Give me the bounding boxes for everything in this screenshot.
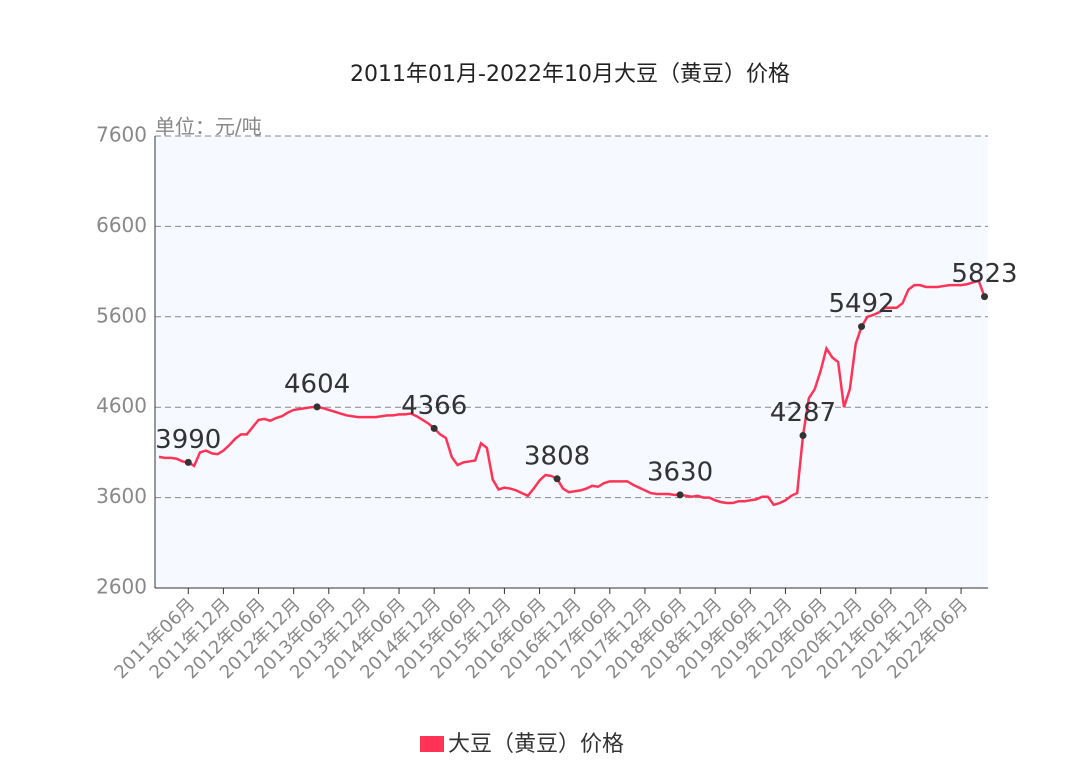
point-marker xyxy=(858,323,866,331)
y-tick-label: 2600 xyxy=(96,575,147,599)
legend-swatch xyxy=(420,736,444,752)
unit-label: 单位：元/吨 xyxy=(155,115,262,139)
data-label: 4604 xyxy=(284,369,350,399)
point-marker xyxy=(799,431,807,439)
data-label: 5823 xyxy=(951,259,1017,289)
data-label: 3990 xyxy=(155,425,221,455)
point-marker xyxy=(981,293,988,301)
series-line xyxy=(158,279,986,507)
legend-label: 大豆（黄豆）价格 xyxy=(448,732,624,757)
chart-title: 2011年01月-2022年10月大豆（黄豆）价格 xyxy=(350,62,790,87)
y-tick-label: 3600 xyxy=(96,484,147,508)
y-tick-label: 5600 xyxy=(96,303,147,327)
y-tick-label: 4600 xyxy=(96,394,147,418)
point-marker xyxy=(184,458,192,466)
data-label: 5492 xyxy=(828,289,894,319)
point-marker xyxy=(313,403,321,411)
y-tick-label: 7600 xyxy=(96,123,147,147)
point-marker xyxy=(430,424,438,432)
point-marker xyxy=(676,491,684,499)
data-label: 3630 xyxy=(647,457,713,487)
data-label: 4366 xyxy=(401,391,467,421)
plot-background xyxy=(155,136,988,588)
data-label: 4287 xyxy=(770,398,836,428)
data-label: 3808 xyxy=(524,441,590,471)
y-tick-label: 6600 xyxy=(96,213,147,237)
point-marker xyxy=(553,475,561,483)
